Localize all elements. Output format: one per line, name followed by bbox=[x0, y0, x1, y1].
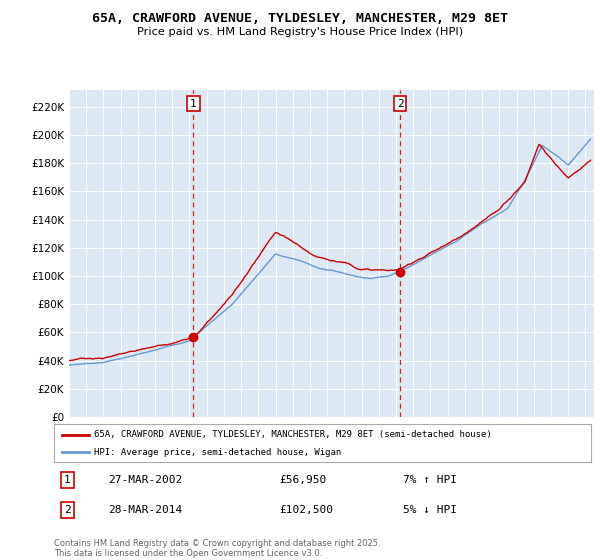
Text: 1: 1 bbox=[64, 475, 70, 484]
Text: 1: 1 bbox=[190, 99, 197, 109]
Text: HPI: Average price, semi-detached house, Wigan: HPI: Average price, semi-detached house,… bbox=[94, 448, 341, 457]
Text: 65A, CRAWFORD AVENUE, TYLDESLEY, MANCHESTER, M29 8ET: 65A, CRAWFORD AVENUE, TYLDESLEY, MANCHES… bbox=[92, 12, 508, 25]
Text: 28-MAR-2014: 28-MAR-2014 bbox=[108, 505, 182, 515]
Text: Contains HM Land Registry data © Crown copyright and database right 2025.
This d: Contains HM Land Registry data © Crown c… bbox=[54, 539, 380, 558]
Text: £56,950: £56,950 bbox=[280, 475, 327, 484]
Text: 65A, CRAWFORD AVENUE, TYLDESLEY, MANCHESTER, M29 8ET (semi-detached house): 65A, CRAWFORD AVENUE, TYLDESLEY, MANCHES… bbox=[94, 430, 492, 439]
Text: 2: 2 bbox=[397, 99, 403, 109]
Text: 27-MAR-2002: 27-MAR-2002 bbox=[108, 475, 182, 484]
Text: 5% ↓ HPI: 5% ↓ HPI bbox=[403, 505, 457, 515]
Text: 2: 2 bbox=[64, 505, 70, 515]
Text: Price paid vs. HM Land Registry's House Price Index (HPI): Price paid vs. HM Land Registry's House … bbox=[137, 27, 463, 38]
Text: £102,500: £102,500 bbox=[280, 505, 334, 515]
Text: 7% ↑ HPI: 7% ↑ HPI bbox=[403, 475, 457, 484]
